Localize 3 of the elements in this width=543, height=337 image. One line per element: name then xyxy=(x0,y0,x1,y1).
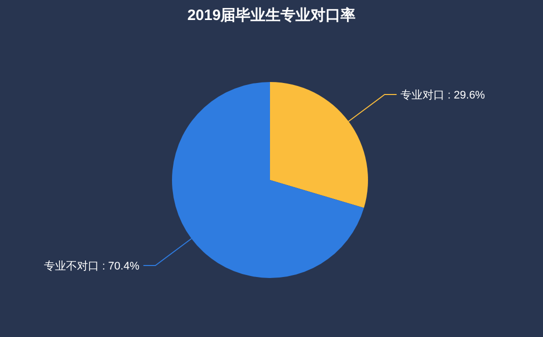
slice-label: 专业对口 : 29.6% xyxy=(400,88,486,102)
chart-title: 2019届毕业生专业对口率 xyxy=(187,6,356,24)
slice-label: 专业不对口 : 70.4% xyxy=(44,260,140,272)
